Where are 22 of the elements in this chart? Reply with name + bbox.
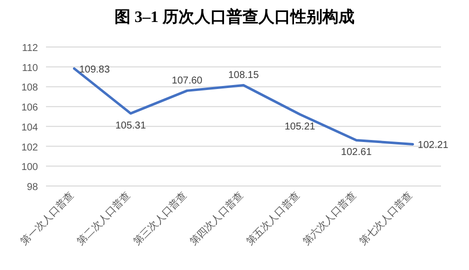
y-tick-label: 108 (21, 82, 38, 94)
data-label: 102.61 (341, 147, 372, 158)
chart-title: 图 3–1 历次人口普查人口性别构成 (114, 7, 354, 26)
x-tick-label: 第二次人口普查 (74, 190, 133, 248)
x-tick-label: 第六次人口普查 (300, 190, 358, 248)
y-tick-label: 112 (22, 43, 38, 54)
y-tick-label: 100 (21, 162, 38, 174)
data-label: 102.21 (418, 140, 449, 152)
x-tick-label: 第七次人口普查 (356, 190, 415, 248)
y-tick-label: 106 (21, 102, 38, 114)
x-tick-label: 第五次人口普查 (244, 190, 302, 248)
y-tick-label: 110 (22, 62, 38, 74)
y-tick-label: 102 (21, 142, 38, 154)
data-label: 108.15 (228, 70, 260, 82)
y-tick-label: 104 (21, 122, 38, 134)
data-label: 105.31 (115, 120, 146, 132)
data-label: 105.21 (284, 121, 316, 132)
x-tick-label: 第三次人口普查 (131, 190, 190, 248)
x-tick-label: 第四次人口普查 (188, 190, 246, 248)
data-label: 109.83 (79, 64, 110, 76)
data-label: 107.60 (172, 76, 203, 87)
line-series (72, 67, 414, 146)
